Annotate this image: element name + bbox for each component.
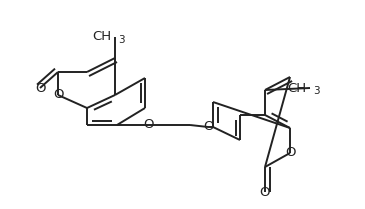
Text: O: O xyxy=(285,147,295,159)
Text: 3: 3 xyxy=(118,35,124,45)
Text: O: O xyxy=(35,82,45,94)
Text: O: O xyxy=(203,121,213,134)
Text: O: O xyxy=(144,119,154,131)
Text: O: O xyxy=(260,186,270,199)
Text: CH: CH xyxy=(287,82,306,94)
Text: 3: 3 xyxy=(313,86,319,96)
Text: CH: CH xyxy=(92,31,111,43)
Text: O: O xyxy=(53,88,63,102)
